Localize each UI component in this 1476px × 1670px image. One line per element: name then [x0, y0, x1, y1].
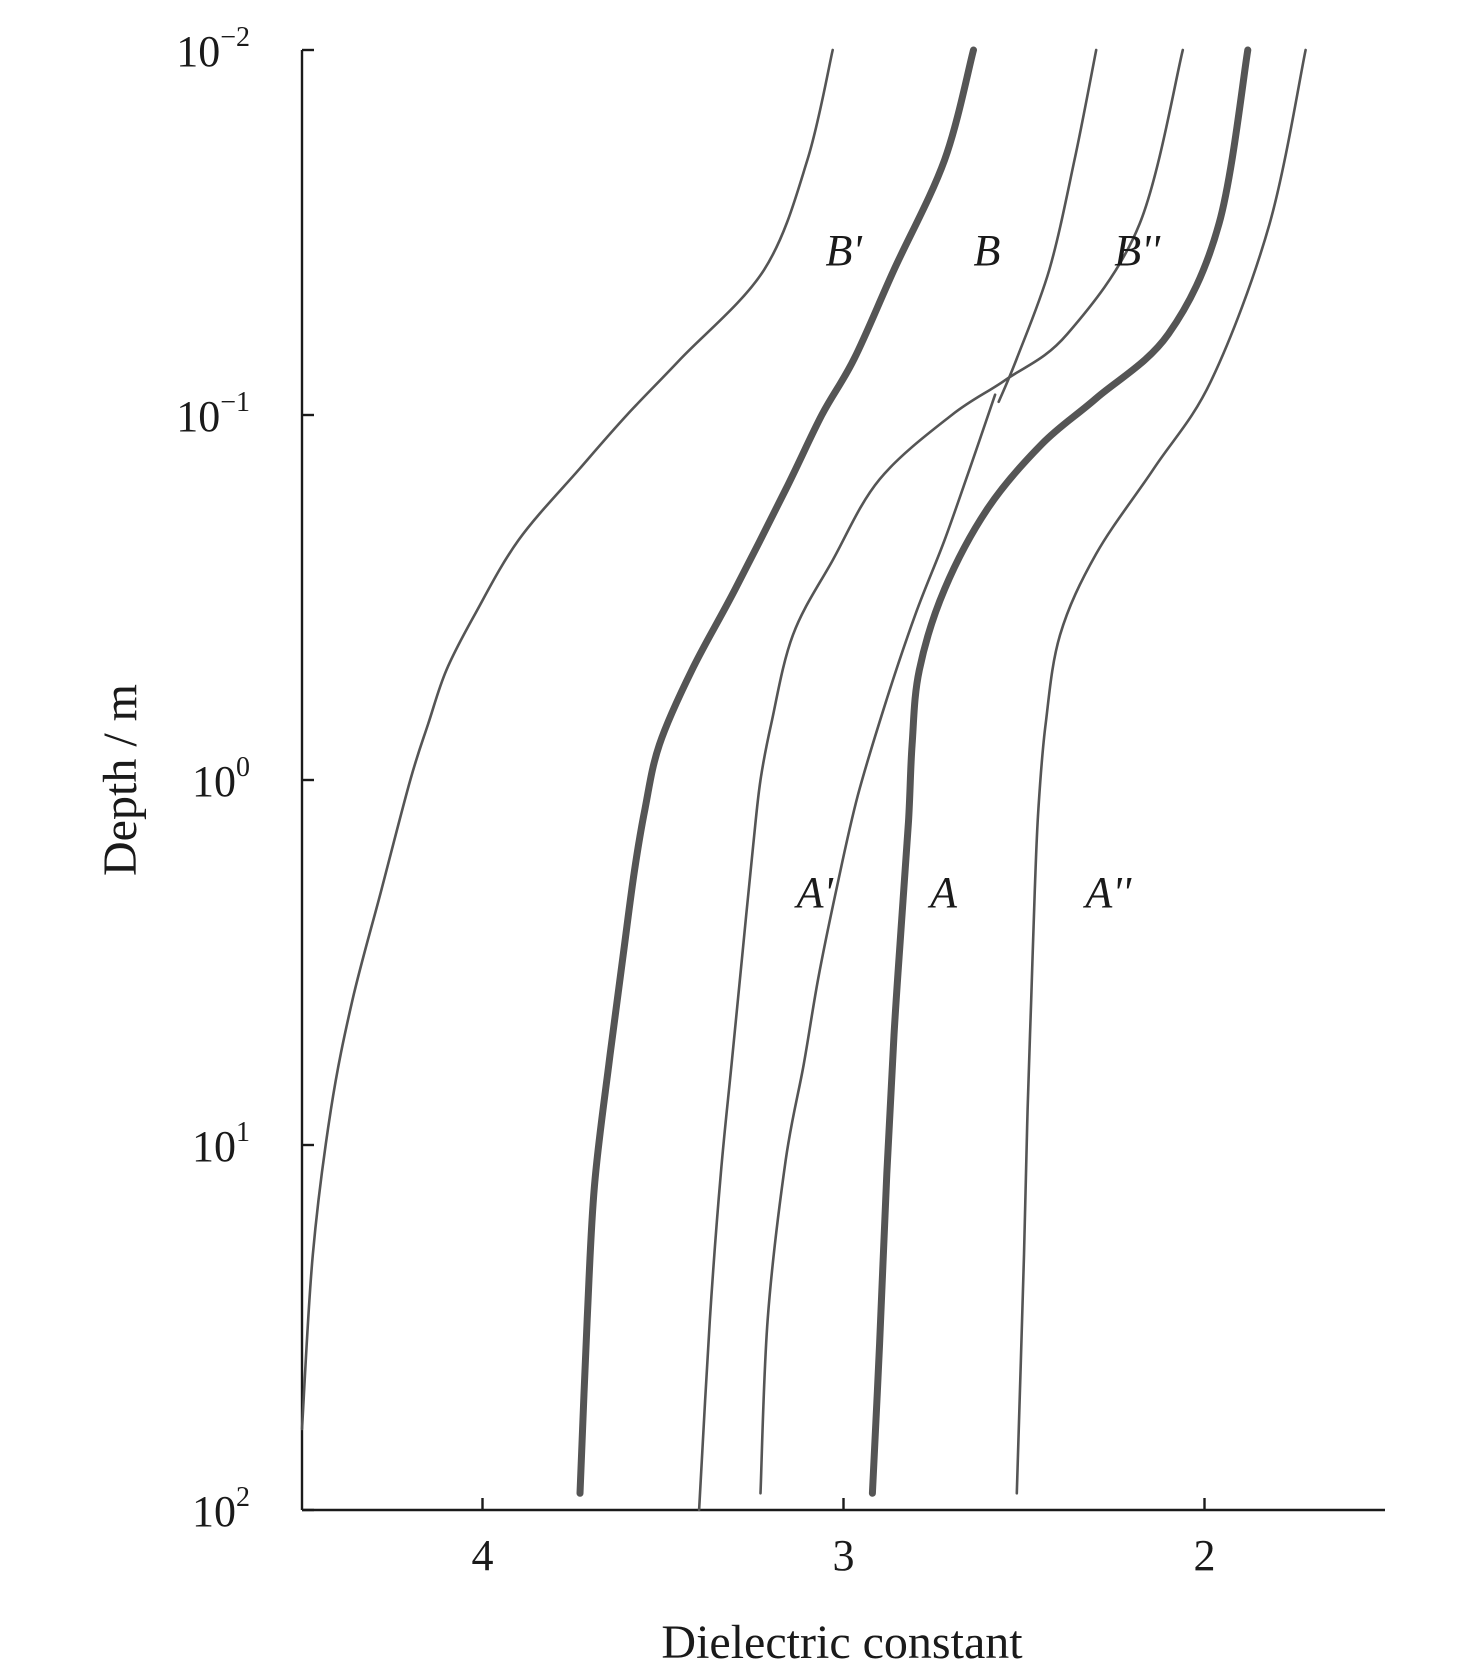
curve-label: B''	[1114, 226, 1161, 275]
curve-label: A'	[794, 868, 835, 917]
curve-label: A''	[1082, 868, 1132, 917]
y-tick-label: 10−2	[176, 22, 250, 76]
y-tick-exponent: −2	[220, 22, 250, 53]
x-tick-label: 3	[833, 1531, 855, 1580]
y-tick-label: 10−1	[176, 387, 250, 441]
y-tick-exponent: −1	[220, 387, 250, 418]
y-tick-exponent: 0	[236, 752, 250, 783]
y-axis-title: Depth / m	[94, 684, 147, 876]
curve-bpp	[997, 48, 1098, 404]
y-tick-label: 102	[192, 1482, 250, 1536]
y-tick-label: 101	[192, 1117, 250, 1171]
curve-ap	[697, 48, 1185, 1512]
curve-unlabeled-4	[759, 393, 997, 1495]
curve-label: B'	[825, 226, 863, 275]
x-ticks: 4 3 2	[472, 1498, 1216, 1580]
curve-bp	[300, 48, 834, 1431]
y-tick-exponent: 2	[236, 1482, 250, 1513]
y-tick-label: 100	[192, 752, 250, 806]
curve-a	[868, 46, 1252, 1497]
curve-label: B	[973, 226, 1000, 275]
x-axis-title: Dielectric constant	[661, 1616, 1023, 1669]
curve-app	[1015, 48, 1307, 1495]
x-tick-label: 2	[1194, 1531, 1216, 1580]
curves	[300, 46, 1307, 1512]
curve-b	[576, 46, 977, 1497]
curve-labels: B' B B'' A' A A''	[794, 226, 1162, 917]
curve-label: A	[927, 868, 958, 917]
x-tick-label: 4	[472, 1531, 494, 1580]
y-tick-exponent: 1	[236, 1117, 250, 1148]
